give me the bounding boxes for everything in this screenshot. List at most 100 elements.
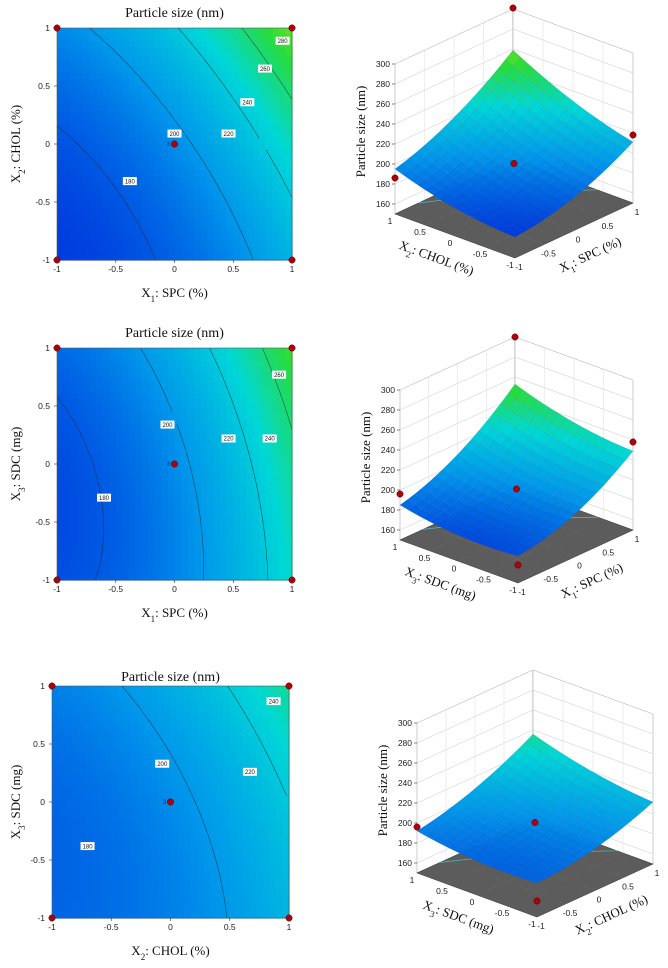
contour-fill-cell	[285, 470, 293, 478]
contour-fill-cell	[200, 221, 208, 229]
contour-fill-cell	[242, 724, 251, 732]
contour-fill-cell	[174, 399, 182, 407]
contour-fill-cell	[128, 348, 136, 356]
contour-fill-cell	[239, 28, 247, 36]
contour-fill-cell	[76, 131, 84, 139]
contour-fill-cell	[144, 776, 152, 784]
contour-fill-cell	[63, 60, 71, 68]
contour-fill-cell	[259, 522, 267, 530]
contour-fill-cell	[275, 789, 284, 797]
contour-fill-cell	[239, 489, 247, 497]
contour-fill-cell	[102, 124, 110, 132]
contour-fill-cell	[278, 221, 287, 229]
contour-fill-cell	[115, 451, 123, 459]
contour-fill-cell	[213, 86, 221, 94]
contour-fill-cell	[236, 782, 244, 790]
contour-fill-cell	[148, 444, 156, 452]
contour-fill-cell	[96, 34, 104, 42]
contour-fill-cell	[265, 214, 274, 222]
contour-fill-cell	[102, 195, 110, 203]
contour-fill-cell	[157, 872, 165, 880]
contour-fill-cell	[161, 73, 169, 81]
contour-fill-cell	[102, 567, 110, 575]
contour-fill-cell	[213, 221, 221, 229]
contour-fill-cell	[148, 79, 156, 87]
contour-fill-cell	[71, 782, 79, 790]
contour-fill-cell	[157, 769, 165, 777]
contour-fill-cell	[196, 731, 205, 739]
contour-fill-cell	[115, 169, 123, 177]
contour-fill-cell	[226, 528, 234, 536]
contour-fill-cell	[265, 189, 274, 197]
contour-fill-cell	[70, 73, 78, 81]
contour-fill-cell	[58, 756, 66, 764]
contour-fill-cell	[239, 60, 247, 68]
contour-fill-cell	[137, 898, 145, 906]
contour-fill-cell	[285, 431, 293, 439]
contour-fill-cell	[239, 189, 247, 197]
contour-fill-cell	[57, 124, 65, 132]
contour-fill-cell	[220, 483, 228, 491]
contour-fill-cell	[223, 853, 231, 861]
contour-fill-cell	[220, 509, 228, 517]
contour-fill-cell	[96, 79, 104, 87]
contour-fill-cell	[229, 827, 237, 835]
contour-fill-cell	[57, 202, 65, 210]
contour-fill-cell	[137, 814, 145, 822]
contour-fill-cell	[122, 425, 130, 433]
contour-fill-cell	[213, 573, 221, 581]
contour-fill-cell	[76, 163, 84, 171]
surface-facet	[529, 876, 545, 884]
contour-fill-cell	[256, 731, 264, 739]
contour-fill-cell	[124, 776, 132, 784]
contour-fill-cell	[57, 457, 65, 465]
contour-fill-cell	[63, 554, 71, 562]
contour-fill-cell	[65, 905, 73, 913]
contour-fill-cell	[207, 40, 215, 48]
contour-fill-cell	[265, 176, 274, 184]
contour-fill-cell	[96, 354, 104, 362]
contour-fill-cell	[220, 560, 228, 568]
contour-fill-cell	[200, 554, 208, 562]
contour-fill-cell	[122, 547, 130, 555]
contour-fill-cell	[109, 118, 117, 126]
contour-fill-cell	[122, 34, 130, 42]
contour-fill-cell	[76, 195, 84, 203]
contour-fill-cell	[83, 528, 91, 536]
contour-fill-cell	[187, 386, 195, 394]
contour-fill-cell	[141, 509, 149, 517]
contour-fill-cell	[259, 34, 267, 42]
contour-fill-cell	[252, 118, 260, 126]
contour-fill-cell	[84, 808, 93, 816]
contour-fill-cell	[70, 47, 78, 55]
contour-fill-cell	[194, 182, 202, 190]
contour-fill-cell	[65, 911, 73, 919]
contour-fill-cell	[115, 111, 123, 119]
contour-fill-cell	[226, 118, 234, 126]
contour-fill-cell	[115, 73, 123, 81]
contour-fill-cell	[167, 412, 176, 420]
contour-fill-cell	[210, 885, 218, 893]
contour-fill-cell	[52, 763, 60, 771]
contour-fill-cell	[150, 763, 158, 771]
contour-fill-cell	[233, 47, 241, 55]
contour-fill-cell	[161, 476, 169, 484]
contour-fill-cell	[220, 182, 228, 190]
contour-fill-cell	[265, 34, 274, 42]
contour-fill-cell	[187, 348, 195, 356]
z-tick-label: 260	[398, 758, 412, 768]
contour-fill-cell	[181, 483, 189, 491]
z-axis-label: Particle size (nm)	[375, 745, 390, 837]
contour-fill-cell	[233, 253, 241, 261]
contour-fill-cell	[226, 189, 234, 197]
contour-fill-cell	[220, 476, 228, 484]
contour-fill-cell	[111, 885, 119, 893]
y-axis-label-subscript: 2	[17, 169, 27, 174]
contour-fill-cell	[170, 821, 178, 829]
contour-fill-cell	[58, 744, 66, 752]
contour-fill-cell	[213, 470, 221, 478]
contour-fill-cell	[183, 789, 191, 797]
contour-fill-cell	[285, 60, 293, 68]
contour-fill-cell	[233, 399, 241, 407]
contour-fill-cell	[194, 189, 202, 197]
